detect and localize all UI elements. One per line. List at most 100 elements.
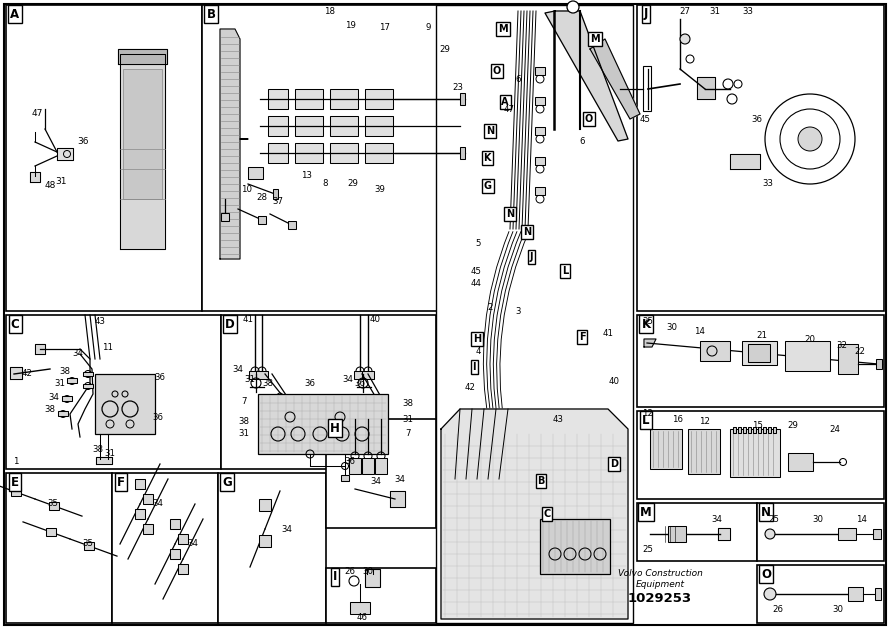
Text: 47: 47 [504,104,514,113]
Text: L: L [643,413,650,426]
Bar [83,372,93,376]
Bar [6,473,112,623]
Bar [268,143,288,163]
Bar [748,344,770,362]
Bar [6,315,221,469]
Text: 36: 36 [77,138,89,147]
Text: 30: 30 [813,515,823,523]
Text: 29: 29 [348,179,359,189]
Text: 41: 41 [603,330,613,338]
Text: G: G [484,181,492,191]
Text: M: M [590,34,600,44]
Bar [143,494,153,504]
Text: 35: 35 [47,499,59,508]
Bar [700,341,730,361]
Bar [848,587,863,601]
Bar [341,475,349,481]
Text: B: B [538,476,545,486]
Text: 3: 3 [515,306,521,316]
Bar [218,473,326,623]
Text: 10: 10 [241,184,253,194]
Circle shape [765,529,775,539]
Bar [873,529,881,539]
Bar [436,5,633,623]
Bar [875,588,881,600]
Bar [256,371,268,379]
Text: 38: 38 [263,379,273,389]
Bar [742,341,777,365]
Text: 38: 38 [60,367,70,377]
Bar [330,143,358,163]
Text: 45: 45 [471,267,481,276]
Text: 43: 43 [94,316,106,325]
Bar [143,524,153,534]
Bar [643,66,651,111]
Text: 25: 25 [643,545,653,554]
Polygon shape [120,54,165,249]
Text: L: L [562,266,568,276]
Text: 36: 36 [304,379,315,387]
Text: 40: 40 [369,314,381,323]
Bar [668,526,686,542]
Text: C: C [544,509,551,519]
Bar [365,569,380,587]
Text: 30: 30 [362,567,374,577]
Text: 31: 31 [54,379,66,389]
Text: 7: 7 [405,430,411,438]
Text: F: F [117,476,125,489]
Bar [365,116,393,136]
Bar [758,427,761,433]
Bar [123,69,162,199]
Bar [170,519,180,529]
Bar [295,89,323,109]
Circle shape [764,588,776,600]
Text: 44: 44 [471,279,481,289]
Text: 32: 32 [837,342,847,350]
Text: 31: 31 [709,8,721,16]
Bar [350,602,370,614]
Text: N: N [761,506,771,518]
Text: 31: 31 [104,448,116,457]
Text: 43: 43 [553,415,563,423]
Bar [83,384,93,388]
Text: 2: 2 [487,303,493,311]
Bar [326,419,436,528]
Text: 27: 27 [679,8,691,16]
Text: A: A [501,97,509,107]
Text: 33: 33 [742,8,754,16]
Polygon shape [57,148,73,160]
Bar [202,5,472,311]
Bar [535,127,545,135]
Polygon shape [220,29,248,259]
Bar [178,534,188,544]
Text: 28: 28 [256,192,268,201]
Text: 7: 7 [241,396,247,406]
Text: 13: 13 [302,172,312,181]
Polygon shape [697,77,715,99]
Bar [170,549,180,559]
Text: A: A [11,8,20,21]
Text: 34: 34 [152,499,164,508]
Polygon shape [390,491,405,507]
Text: K: K [642,318,651,330]
Text: 38: 38 [93,445,103,454]
Text: 6: 6 [515,75,521,84]
Text: H: H [473,334,481,344]
Text: 34: 34 [188,540,198,548]
Text: 47: 47 [31,109,43,118]
Text: E: E [11,476,19,489]
Text: 29: 29 [440,45,450,53]
Text: 34: 34 [232,364,244,374]
Circle shape [680,34,690,44]
Text: 23: 23 [452,82,464,91]
Text: 36: 36 [354,379,366,387]
Bar [330,116,358,136]
Bar [535,97,545,105]
Bar [785,341,830,371]
Text: 26: 26 [344,567,355,577]
Bar [768,427,771,433]
Text: 34: 34 [281,525,293,533]
Bar [67,378,77,383]
Text: 1: 1 [13,457,19,465]
Bar [295,116,323,136]
